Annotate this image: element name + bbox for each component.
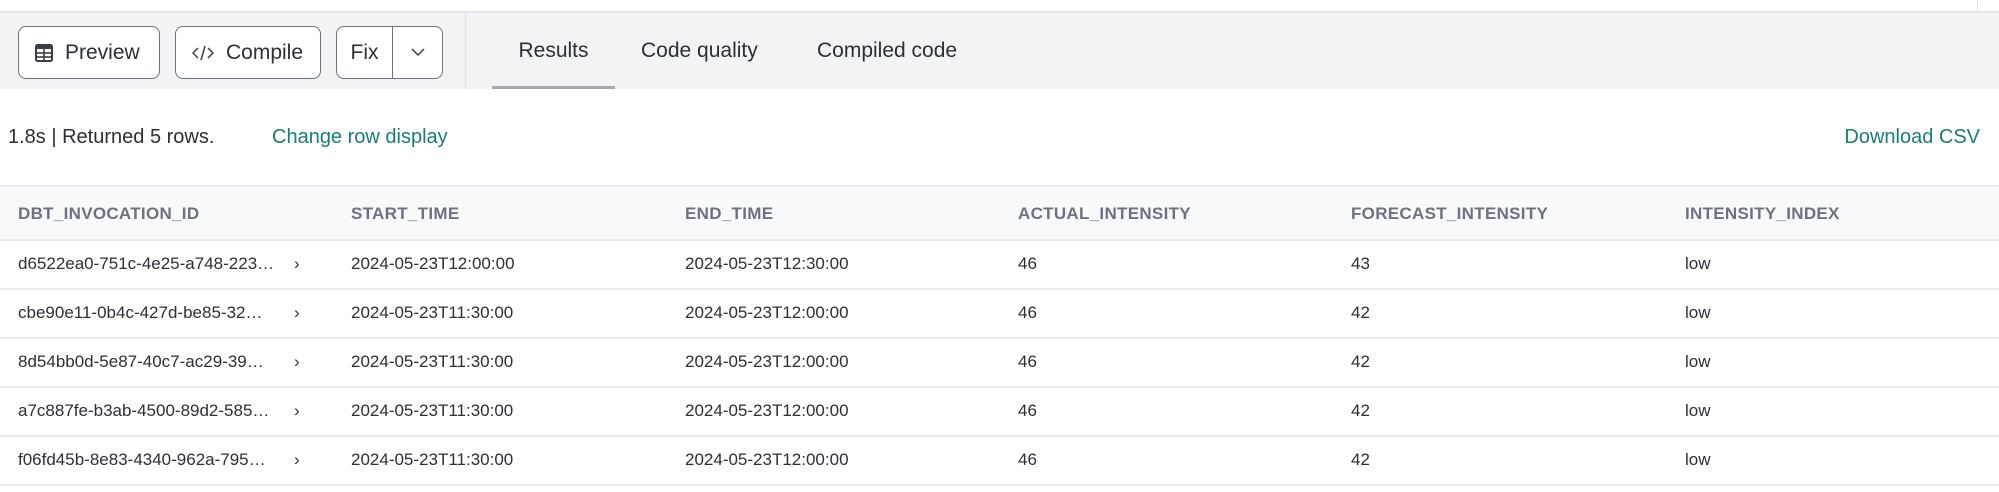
table-cell: 2024-05-23T12:00:00: [351, 254, 515, 273]
fix-dropdown-button[interactable]: [393, 27, 442, 78]
query-status: 1.8s | Returned 5 rows.: [8, 126, 215, 148]
table-header: DBT_INVOCATION_ID START_TIME END_TIME AC…: [0, 185, 1999, 241]
table-cell: 46: [1018, 303, 1037, 322]
compile-button[interactable]: Compile: [175, 26, 321, 79]
compile-label: Compile: [226, 40, 304, 64]
table-cell: cbe90e11-0b4c-427d-be85-32…: [18, 303, 263, 322]
toolbar-divider: [465, 13, 466, 89]
table-cell: low: [1685, 401, 1711, 420]
tab-code-quality[interactable]: Code quality: [641, 39, 758, 62]
chevron-right-icon[interactable]: ›: [294, 401, 300, 420]
table-cell: 2024-05-23T12:00:00: [685, 450, 849, 469]
table-row: cbe90e11-0b4c-427d-be85-32… 2024-05-23T11…: [0, 290, 1999, 339]
table-icon: [35, 43, 53, 62]
table-cell: 8d54bb0d-5e87-40c7-ac29-39…: [18, 352, 264, 371]
table-cell: 42: [1351, 450, 1370, 469]
table-cell: 2024-05-23T11:30:00: [351, 352, 514, 371]
column-header: START_TIME: [351, 204, 460, 223]
column-header: ACTUAL_INTENSITY: [1018, 204, 1191, 223]
table-row: d6522ea0-751c-4e25-a748-223… 2024-05-23T1…: [0, 241, 1999, 290]
table-row: f06fd45b-8e83-4340-962a-795… 2024-05-23T1…: [0, 437, 1999, 486]
table-cell: f06fd45b-8e83-4340-962a-795…: [18, 450, 266, 469]
column-header: INTENSITY_INDEX: [1685, 204, 1840, 223]
table-cell: 42: [1351, 303, 1370, 322]
table-cell: 2024-05-23T12:30:00: [685, 254, 849, 273]
table-cell: a7c887fe-b3ab-4500-89d2-585…: [18, 401, 270, 420]
table-cell: 2024-05-23T12:00:00: [685, 303, 849, 322]
tab-compiled-code[interactable]: Compiled code: [817, 39, 958, 62]
table-cell: 42: [1351, 352, 1370, 371]
table-row: a7c887fe-b3ab-4500-89d2-585… 2024-05-23T1…: [0, 388, 1999, 437]
code-icon: [192, 45, 214, 61]
table-cell: 46: [1018, 401, 1037, 420]
table-cell: 2024-05-23T12:00:00: [685, 401, 849, 420]
fix-button[interactable]: Fix: [337, 27, 393, 78]
table-cell: 46: [1018, 254, 1037, 273]
table-cell: 2024-05-23T11:30:00: [351, 303, 514, 322]
table-cell: 2024-05-23T11:30:00: [351, 450, 514, 469]
table-cell: 42: [1351, 401, 1370, 420]
table-cell: low: [1685, 303, 1711, 322]
top-strip: [0, 0, 1999, 13]
change-row-display-link[interactable]: Change row display: [272, 126, 448, 148]
preview-label: Preview: [65, 40, 140, 64]
table-cell: 2024-05-23T12:00:00: [685, 352, 849, 371]
table-cell: 43: [1351, 254, 1370, 273]
table-cell: low: [1685, 254, 1711, 273]
column-header: END_TIME: [685, 204, 774, 223]
column-header: FORECAST_INTENSITY: [1351, 204, 1549, 223]
column-header: DBT_INVOCATION_ID: [18, 204, 200, 223]
tab-results[interactable]: Results: [492, 13, 615, 89]
divider: [1977, 0, 1978, 12]
table-cell: 46: [1018, 352, 1037, 371]
chevron-right-icon[interactable]: ›: [294, 450, 300, 469]
chevron-down-icon: [410, 48, 425, 57]
table-cell: low: [1685, 450, 1711, 469]
chevron-right-icon[interactable]: ›: [294, 352, 300, 371]
table-cell: low: [1685, 352, 1711, 371]
preview-button[interactable]: Preview: [18, 26, 160, 79]
chevron-right-icon[interactable]: ›: [294, 254, 300, 273]
table-cell: 46: [1018, 450, 1037, 469]
table-cell: 2024-05-23T11:30:00: [351, 401, 514, 420]
download-csv-link[interactable]: Download CSV: [1844, 126, 1980, 148]
toolbar: Preview Compile Fix Results Code quality…: [0, 13, 1999, 89]
table-row: 8d54bb0d-5e87-40c7-ac29-39… 2024-05-23T11…: [0, 339, 1999, 388]
results-table: DBT_INVOCATION_ID START_TIME END_TIME AC…: [0, 185, 1999, 486]
fix-split-button: Fix: [336, 26, 443, 79]
table-cell: d6522ea0-751c-4e25-a748-223…: [18, 254, 275, 273]
chevron-right-icon[interactable]: ›: [294, 303, 300, 322]
